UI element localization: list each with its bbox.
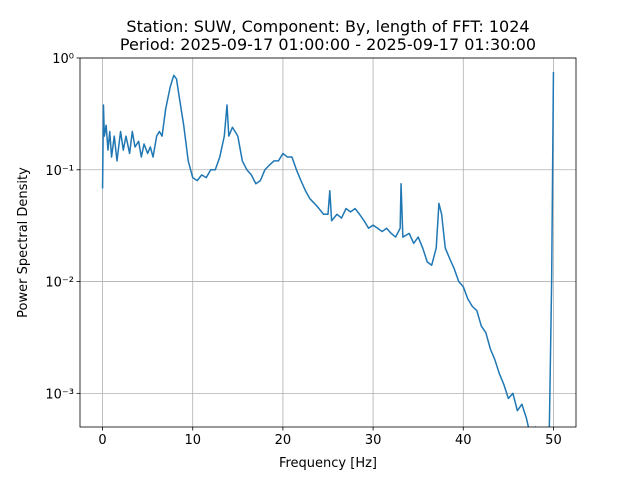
x-tick-label: 20 — [275, 433, 292, 448]
data-line — [101, 71, 555, 427]
x-tick-label: 30 — [365, 433, 382, 448]
y-tick-label: 10⁻² — [45, 276, 74, 291]
chart-subtitle: Period: 2025-09-17 01:00:00 - 2025-09-17… — [120, 35, 536, 54]
x-axis-label: Frequency [Hz] — [279, 456, 377, 471]
x-tick-label: 50 — [545, 433, 562, 448]
axes-frame — [79, 57, 577, 428]
x-tick-label: 40 — [455, 433, 472, 448]
y-tick-label: 10⁰ — [52, 52, 74, 67]
y-axis-label: Power Spectral Density — [16, 167, 31, 318]
y-tick-label: 10⁻¹ — [45, 164, 74, 179]
chart-title: Station: SUW, Component: By, length of F… — [126, 17, 529, 36]
x-tick-label: 10 — [184, 433, 201, 448]
x-tick-label: 0 — [98, 433, 106, 448]
y-tick-label: 10⁻³ — [45, 387, 74, 402]
